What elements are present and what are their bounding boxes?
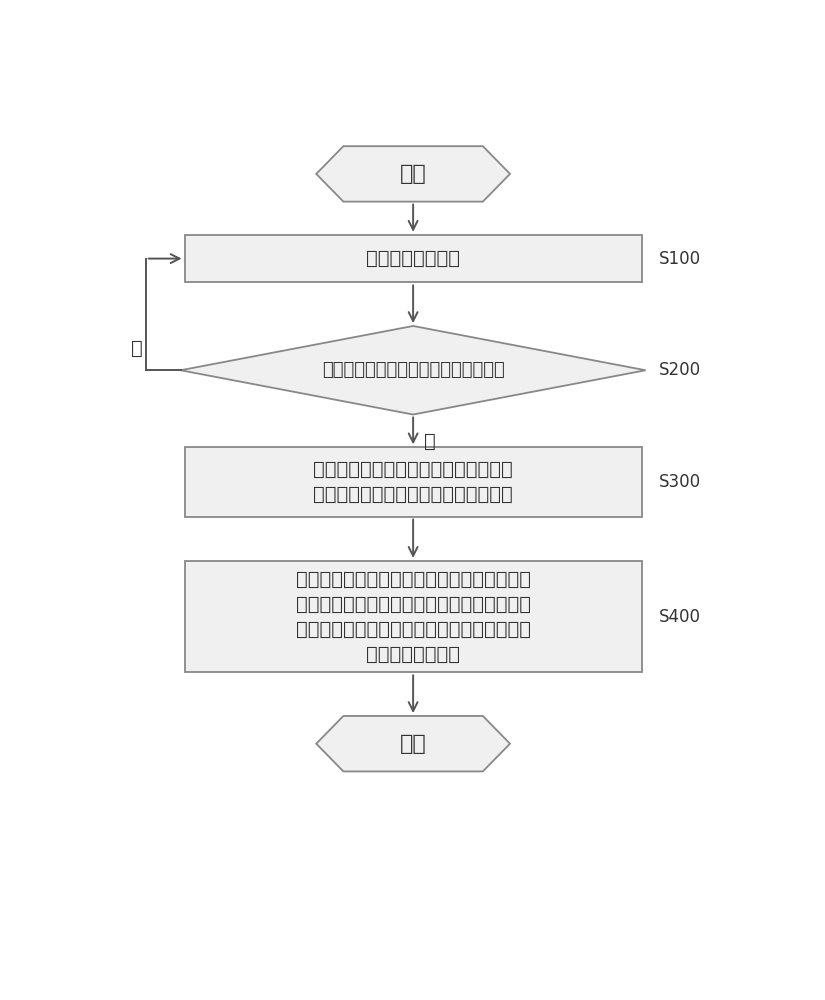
Text: S100: S100: [659, 250, 701, 268]
Text: 开始: 开始: [400, 164, 427, 184]
Text: 否: 否: [130, 339, 143, 358]
Text: 计算维持所述燃气热水器工作的工作临
界点对应的最小水流量和最小燃气流量: 计算维持所述燃气热水器工作的工作临 界点对应的最小水流量和最小燃气流量: [314, 460, 513, 504]
Text: S300: S300: [659, 473, 701, 491]
Text: 根据所述节能控制信号控制水流调节阀调节水
流量至工作临界点对应的最小水流量，并控制
所述燃气调节阀调节燃气流量至工作临界点对
应的最小燃气流量: 根据所述节能控制信号控制水流调节阀调节水 流量至工作临界点对应的最小水流量，并控…: [295, 570, 530, 664]
Polygon shape: [316, 716, 510, 771]
Polygon shape: [316, 146, 510, 202]
Text: 接收节能控制信号: 接收节能控制信号: [366, 249, 460, 268]
Polygon shape: [181, 326, 646, 415]
Bar: [185, 447, 642, 517]
Text: 判断所述燃气热水器是否处于工作状态: 判断所述燃气热水器是否处于工作状态: [322, 361, 505, 379]
Text: S400: S400: [659, 608, 700, 626]
Text: 结束: 结束: [400, 734, 427, 754]
Text: S200: S200: [659, 361, 701, 379]
Bar: [185, 235, 642, 282]
Bar: [185, 561, 642, 672]
Text: 是: 是: [424, 431, 436, 450]
